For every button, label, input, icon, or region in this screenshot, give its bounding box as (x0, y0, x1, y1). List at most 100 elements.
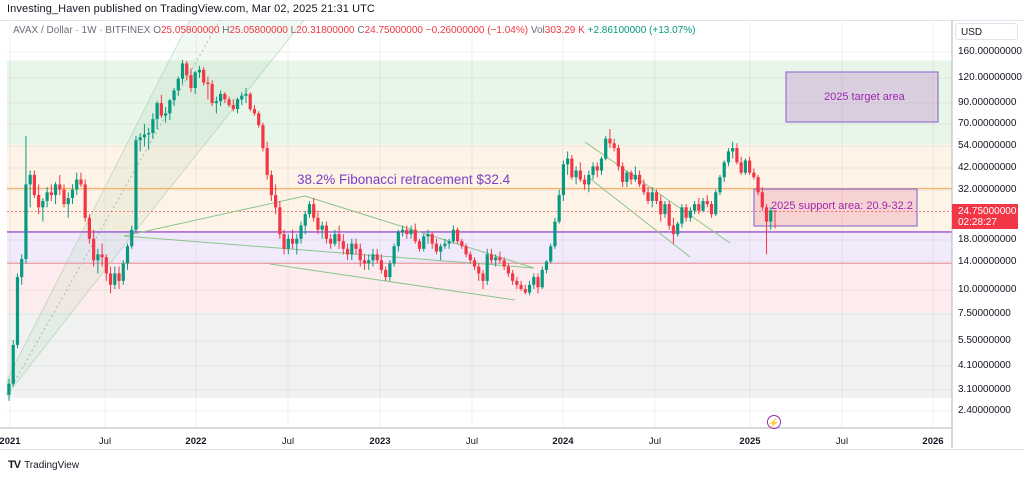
candle-body (489, 254, 494, 261)
candle-body (523, 289, 527, 293)
candle-body (557, 195, 561, 222)
candle-body (92, 238, 96, 261)
candle-body (197, 69, 202, 73)
candle-body (244, 93, 248, 96)
candle-body (705, 200, 709, 205)
background-band-gray (7, 312, 952, 398)
candle-body (15, 277, 20, 345)
candle-body (697, 204, 701, 211)
candle-body (134, 140, 138, 230)
candle-body (464, 246, 468, 255)
candle-body (684, 207, 688, 218)
candle-body (248, 93, 252, 110)
candle-body (701, 200, 705, 211)
candle-body (345, 248, 350, 255)
candle-body (392, 246, 396, 264)
candle-body (265, 148, 269, 175)
candle-body (159, 103, 163, 116)
fibonacci-annotation[interactable]: 38.2% Fibonacci retracement $32.4 (297, 172, 511, 187)
time-tick-label: Jul (648, 436, 662, 447)
candle-body (650, 192, 654, 201)
candle-body (760, 192, 764, 208)
candle-body (477, 266, 481, 274)
candle-body (540, 269, 544, 288)
candle-body (405, 229, 409, 235)
candle-body (544, 261, 549, 270)
time-tick-label: 2021 (0, 436, 21, 447)
candle-body (629, 172, 633, 180)
candle-body (180, 63, 185, 79)
candle-body (621, 166, 625, 182)
price-tick-label: 120.00000000 (958, 72, 1022, 83)
lightning-event-icon[interactable]: ⚡ (767, 415, 781, 429)
candle-body (506, 266, 510, 274)
price-tick-label: 7.50000000 (958, 308, 1011, 319)
candle-body (447, 241, 451, 244)
candle-body (142, 134, 147, 138)
price-tick-label: 90.00000000 (958, 97, 1017, 108)
candle-body (316, 217, 320, 230)
candle-body (282, 234, 286, 249)
candle-body (604, 138, 608, 159)
candle-body (312, 204, 316, 218)
candle-body (108, 273, 113, 285)
candle-body (578, 170, 582, 180)
price-tick-label: 54.00000000 (958, 140, 1017, 151)
candle-body (185, 63, 189, 76)
candle-body (409, 229, 413, 235)
candle-body (616, 148, 621, 167)
candle-body (278, 207, 282, 235)
candle-body (549, 246, 553, 262)
candle-body (299, 225, 303, 239)
candle-body (595, 166, 599, 171)
candle-body (329, 238, 333, 244)
support-area-label[interactable]: 2025 support area: 20.9-32.2 (771, 200, 913, 212)
candle-body (536, 277, 540, 288)
candle-body (333, 234, 337, 244)
candle-body (130, 229, 134, 247)
candle-body (121, 263, 125, 281)
price-tick-label: 160.00000000 (958, 46, 1022, 57)
time-tick-label: Jul (465, 436, 479, 447)
candle-body (566, 158, 570, 165)
candle-body (79, 179, 83, 185)
candle-body (553, 221, 557, 247)
trendline (269, 263, 516, 301)
candle-body (709, 204, 714, 215)
candle-body (307, 204, 312, 215)
candle-body (261, 125, 265, 149)
price-chart[interactable] (0, 20, 1024, 448)
currency-selector[interactable]: USD (955, 23, 1018, 40)
candle-body (32, 174, 36, 196)
candle-body (599, 158, 604, 171)
price-tick-label: 18.00000000 (958, 234, 1017, 245)
candle-body (231, 105, 235, 110)
candle-body (468, 254, 472, 261)
candle-body (235, 99, 240, 110)
candle-body (718, 177, 722, 193)
candle-body (290, 238, 295, 244)
candle-body (367, 260, 371, 264)
price-tick-label: 42.00000000 (958, 162, 1017, 173)
time-tick-label: 2025 (739, 436, 761, 447)
candle-body (714, 192, 718, 215)
target-area-label[interactable]: 2025 target area (824, 91, 905, 103)
candle-body (515, 280, 519, 285)
candle-body (642, 184, 646, 193)
candle-body (45, 192, 49, 201)
candle-body (726, 151, 731, 163)
price-tick-label: 3.10000000 (958, 384, 1011, 395)
bar-countdown: 02:28:27 (958, 217, 997, 228)
candle-body (612, 143, 616, 149)
candle-body (104, 257, 108, 274)
candle-body (227, 99, 231, 106)
symbol-label[interactable]: AVAX / Dollar · 1W · BITFINEX (13, 25, 151, 36)
channel-midline (6, 20, 221, 396)
candle-body (189, 75, 193, 89)
candle-body (206, 82, 210, 85)
publish-line: Investing_Haven published on TradingView… (7, 3, 375, 15)
candle-body (494, 257, 498, 261)
tradingview-logo-icon: TV (8, 459, 21, 471)
candle-body (570, 158, 574, 178)
background-band-green (7, 60, 952, 145)
